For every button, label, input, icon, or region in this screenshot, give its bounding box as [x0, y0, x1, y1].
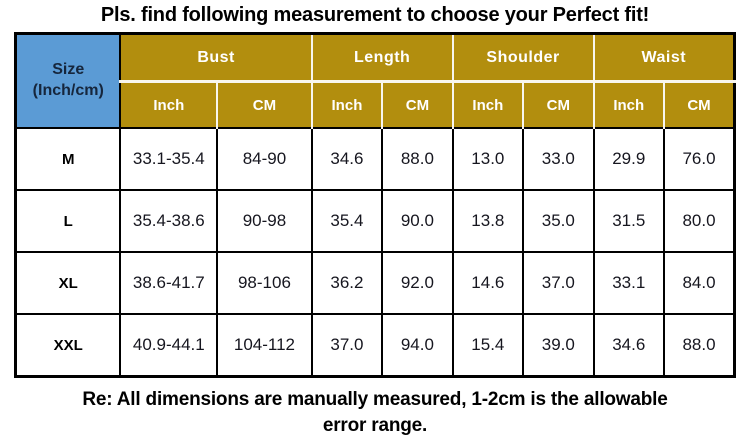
group-header-bust: Bust	[119, 33, 313, 83]
measurement-cell: 104-112	[216, 313, 313, 378]
measurement-cell: 33.1-35.4	[119, 127, 219, 191]
measurement-cell: 76.0	[662, 127, 736, 191]
measurement-cell: 15.4	[451, 313, 525, 378]
measurement-cell: 33.1	[592, 251, 665, 315]
unit-header-length-inch: Inch	[310, 81, 384, 128]
measurement-note: Re: All dimensions are manually measured…	[82, 389, 668, 436]
measurement-cell: 29.9	[592, 127, 665, 191]
unit-header-shoulder-inch: Inch	[451, 81, 525, 128]
unit-header-shoulder-cm: CM	[522, 81, 595, 128]
measurement-cell: 37.0	[522, 251, 595, 315]
unit-header-bust-cm: CM	[216, 81, 313, 128]
measurement-cell: 90.0	[381, 189, 454, 253]
measurement-cell: 80.0	[662, 189, 736, 253]
size-corner-line2: (Inch/cm)	[32, 82, 104, 99]
measurement-cell: 35.0	[522, 189, 595, 253]
measurement-cell: 31.5	[592, 189, 665, 253]
page-title: Pls. find following measurement to choos…	[100, 4, 650, 26]
measurement-cell: 88.0	[662, 313, 736, 378]
group-header-waist: Waist	[592, 33, 736, 83]
measurement-cell: 39.0	[522, 313, 595, 378]
measurement-cell: 88.0	[381, 127, 454, 191]
table-row-xxl: XXL 40.9-44.1 104-112 37.0 94.0 15.4 39.…	[14, 313, 736, 378]
measurement-cell: 92.0	[381, 251, 454, 315]
size-label: M	[14, 127, 122, 191]
measurement-cell: 40.9-44.1	[119, 313, 219, 378]
measurement-cell: 36.2	[310, 251, 384, 315]
measurement-cell: 34.6	[592, 313, 665, 378]
measurement-cell: 37.0	[310, 313, 384, 378]
measurement-cell: 98-106	[216, 251, 313, 315]
size-corner-header: Size (Inch/cm)	[15, 33, 122, 128]
unit-header-length-cm: CM	[381, 81, 454, 128]
size-label: L	[14, 189, 122, 253]
group-header-shoulder: Shoulder	[451, 33, 595, 83]
measurement-cell: 35.4-38.6	[119, 189, 219, 253]
unit-header-bust-inch: Inch	[119, 81, 219, 128]
unit-header-waist-cm: CM	[662, 81, 736, 128]
table-row-l: L 35.4-38.6 90-98 35.4 90.0 13.8 35.0 31…	[14, 189, 736, 253]
measurement-cell: 84-90	[216, 127, 313, 191]
measurement-cell: 13.8	[451, 189, 525, 253]
group-header-length: Length	[310, 33, 454, 83]
measurement-cell: 14.6	[451, 251, 525, 315]
group-header-row: Size (Inch/cm) Bust Length Shoulder Wais…	[15, 33, 736, 128]
measurement-cell: 13.0	[451, 127, 525, 191]
measurement-cell: 35.4	[310, 189, 384, 253]
size-chart-table: Size (Inch/cm) Bust Length Shoulder Wais…	[14, 32, 736, 378]
measurement-cell: 38.6-41.7	[119, 251, 219, 315]
size-label: XXL	[14, 313, 122, 378]
table-row-xl: XL 38.6-41.7 98-106 36.2 92.0 14.6 37.0 …	[14, 251, 736, 315]
measurement-cell: 94.0	[381, 313, 454, 378]
size-label: XL	[14, 251, 122, 315]
unit-header-row: Inch CM Inch CM Inch CM Inch CM	[15, 81, 736, 128]
measurement-cell: 84.0	[662, 251, 736, 315]
measurement-cell: 33.0	[522, 127, 595, 191]
measurement-cell: 34.6	[310, 127, 384, 191]
table-row-m: M 33.1-35.4 84-90 34.6 88.0 13.0 33.0 29…	[14, 127, 736, 191]
unit-header-waist-inch: Inch	[592, 81, 665, 128]
size-corner-line1: Size	[52, 61, 85, 79]
measurement-cell: 90-98	[216, 189, 313, 253]
